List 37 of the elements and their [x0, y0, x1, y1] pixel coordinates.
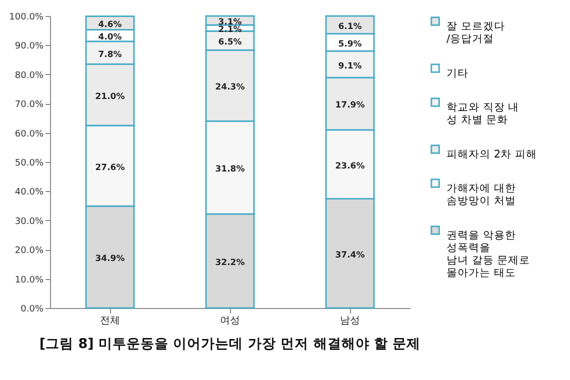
data-label: 31.8%	[215, 164, 246, 175]
data-label: 37.4%	[335, 250, 366, 260]
data-label: 17.9%	[335, 100, 366, 111]
legend-label: 기타	[446, 67, 468, 80]
data-label: 6.5%	[218, 38, 242, 48]
y-tick-label: 10.0%	[14, 275, 44, 286]
data-label: 4.6%	[98, 20, 122, 30]
x-tick-label: 여성	[220, 316, 240, 326]
data-label: 7.8%	[98, 50, 122, 60]
legend-label: 잘 모르겠다 /응답거절	[446, 20, 505, 45]
y-tick-label: 60.0%	[14, 129, 44, 140]
data-label: 32.2%	[215, 258, 246, 268]
y-tick-label: 40.0%	[14, 188, 44, 198]
y-tick-label: 50.0%	[14, 158, 44, 168]
data-label: 24.3%	[215, 82, 246, 93]
data-label: 9.1%	[338, 61, 362, 72]
legend-label: 학교와 직장 내 성 차별 문화	[446, 101, 520, 126]
legend-label: 권력을 악용한 성폭력을 남녀 갈등 문제로 몰아가는 태도	[446, 229, 530, 279]
y-tick-label: 20.0%	[14, 246, 44, 256]
data-label: 21.0%	[95, 92, 126, 102]
data-label: 5.9%	[338, 39, 362, 50]
y-tick-label: 30.0%	[14, 216, 44, 227]
y-tick-label: 100.0%	[9, 12, 44, 22]
x-tick-label: 남성	[340, 316, 360, 326]
x-tick-label: 전체	[100, 316, 120, 326]
data-label: 27.6%	[95, 162, 126, 173]
text: [그림 8] 미투운동을 이어가는데 가장 먼저 해결해야 할 문제	[39, 336, 421, 352]
y-tick-label: 80.0%	[14, 70, 44, 81]
legend-label: 피해자의 2차 피해	[446, 148, 537, 160]
data-label: 34.9%	[95, 254, 126, 264]
y-tick-label: 70.0%	[14, 100, 44, 110]
data-label: 6.1%	[338, 22, 362, 32]
y-tick-label: 90.0%	[14, 42, 44, 52]
data-label: 4.0%	[98, 32, 122, 43]
y-tick-label: 0.0%	[20, 304, 44, 314]
legend-label: 가해자에 대한 솜방망이 처벌	[446, 182, 516, 207]
data-label: 23.6%	[335, 161, 366, 172]
